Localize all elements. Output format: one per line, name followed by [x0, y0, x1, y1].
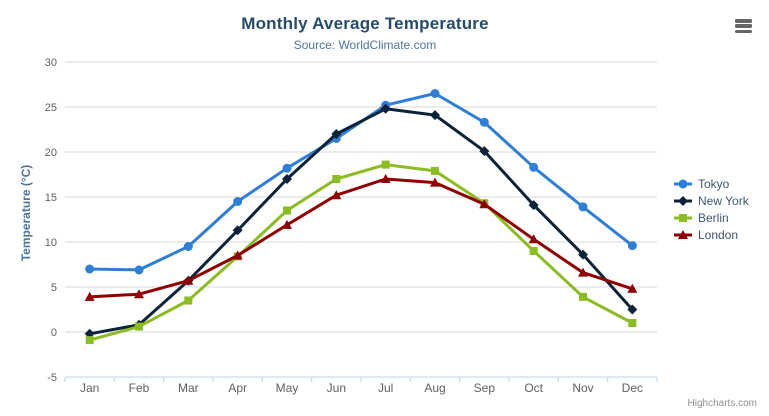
circle-marker-icon [529, 162, 539, 172]
triangle-marker-icon [380, 174, 391, 183]
triangle-marker-icon [134, 289, 144, 299]
x-axis-label: Sep [474, 381, 496, 395]
y-axis-label: 0 [51, 327, 57, 339]
triangle-marker-icon [430, 177, 440, 187]
x-axis-label: Oct [524, 381, 543, 395]
y-axis-label: 15 [45, 192, 57, 204]
square-marker-icon [184, 296, 193, 305]
legend-item-london[interactable]: London [674, 228, 738, 242]
series-london [84, 174, 638, 301]
square-marker-icon [85, 336, 94, 345]
x-axis-label: Dec [622, 381, 643, 395]
square-marker-icon [679, 214, 687, 222]
chart-subtitle: Source: WorldClimate.com [293, 38, 437, 52]
triangle-marker-icon [331, 190, 342, 200]
square-marker-icon [381, 160, 390, 169]
legend-label: Berlin [698, 211, 729, 225]
x-axis-label: Jan [80, 381, 99, 395]
legend-label: Tokyo [698, 177, 730, 191]
diamond-marker-icon [232, 225, 243, 236]
x-axis-label: Aug [424, 381, 445, 395]
triangle-marker-icon [479, 199, 490, 209]
x-axis-label: Mar [178, 381, 199, 395]
square-marker-icon [628, 319, 637, 327]
chart-menu-button[interactable] [732, 17, 754, 37]
triangle-marker-icon [578, 267, 588, 277]
circle-marker-icon [678, 179, 688, 189]
diamond-marker-icon [430, 110, 440, 121]
series-line-london [88, 177, 634, 299]
diamond-marker-icon [331, 129, 342, 139]
series-tokyo [85, 89, 637, 275]
diamond-marker-icon [380, 103, 391, 114]
series-line-new-york [88, 107, 634, 336]
triangle-marker-icon [232, 250, 243, 260]
circle-marker-icon [627, 241, 637, 251]
legend-label: London [698, 228, 738, 242]
y-axis-label: 20 [45, 147, 57, 159]
chart-title: Monthly Average Temperature [241, 14, 489, 33]
x-axis-label: Nov [572, 381, 593, 395]
x-axis-label: Jul [378, 381, 393, 395]
diamond-marker-icon [627, 304, 638, 315]
circle-marker-icon [233, 197, 243, 206]
series-line-berlin [88, 163, 634, 342]
y-axis-label: 25 [45, 102, 57, 114]
diamond-marker-icon [578, 249, 588, 260]
x-axis-label: Feb [129, 381, 150, 395]
y-axis-label: 30 [45, 57, 57, 69]
legend-label: New York [698, 194, 750, 208]
y-axis-title: Temperature (°C) [19, 164, 33, 262]
circle-marker-icon [479, 117, 489, 127]
triangle-marker-icon [183, 275, 194, 285]
x-axis-label: May [276, 381, 299, 395]
circle-marker-icon [578, 202, 588, 212]
legend-item-berlin[interactable]: Berlin [674, 211, 729, 225]
triangle-marker-icon [84, 291, 95, 301]
circle-marker-icon [85, 264, 95, 274]
legend-item-tokyo[interactable]: Tokyo [674, 177, 730, 191]
circle-marker-icon [282, 163, 292, 173]
triangle-marker-icon [528, 234, 539, 244]
triangle-marker-icon [678, 230, 688, 239]
y-axis-label: 5 [51, 282, 57, 294]
square-marker-icon [135, 322, 143, 331]
square-marker-icon [529, 247, 538, 255]
circle-marker-icon [183, 242, 193, 251]
square-marker-icon [332, 175, 341, 183]
x-axis-label: Apr [228, 381, 247, 395]
triangle-marker-icon [627, 283, 638, 293]
x-axis-label: Jun [327, 381, 346, 395]
y-axis-label: 10 [45, 237, 57, 249]
credits-link[interactable]: Highcharts.com [687, 398, 757, 409]
square-marker-icon [283, 206, 291, 215]
series-new-york [84, 103, 638, 339]
square-marker-icon [579, 292, 587, 301]
square-marker-icon [431, 166, 439, 175]
circle-marker-icon [134, 265, 144, 275]
hamburger-icon [732, 19, 754, 34]
circle-marker-icon [430, 89, 440, 98]
y-axis-label: -5 [47, 372, 57, 384]
diamond-marker-icon [479, 146, 490, 157]
diamond-marker-icon [282, 174, 292, 184]
diamond-marker-icon [528, 200, 539, 211]
diamond-marker-icon [678, 196, 688, 206]
triangle-marker-icon [282, 219, 292, 229]
legend-item-new-york[interactable]: New York [674, 194, 750, 208]
